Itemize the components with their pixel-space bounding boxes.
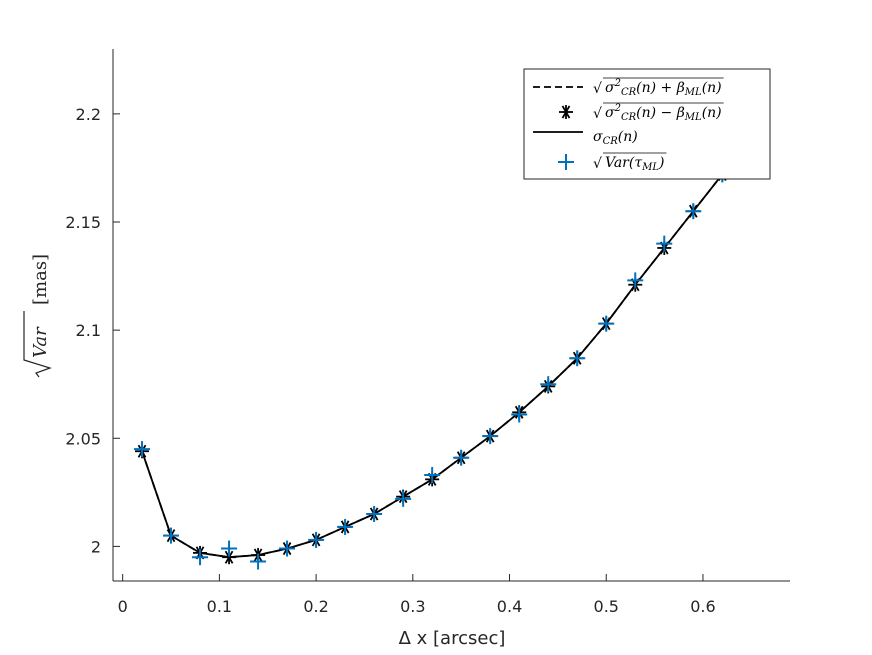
data-point-plus <box>279 540 296 557</box>
data-point-plus <box>424 467 441 484</box>
x-tick-label: 0.4 <box>497 597 522 616</box>
axes <box>112 49 790 582</box>
x-axis-title: Δ x [arcsec] <box>399 628 506 649</box>
legend-item: σCR(n) <box>533 129 638 147</box>
y-axis-title-unit: [mas] <box>30 254 51 305</box>
data-point-plus <box>192 549 209 566</box>
legend-sqrt: √ <box>593 156 602 172</box>
ticks: 0 0.1 0.2 0.3 0.4 0.5 0.6 2 2.05 2.1 2.15 2.2 <box>65 105 715 616</box>
legend-item: √ Var(τML) <box>558 152 667 173</box>
x-tick-label: 0.3 <box>400 597 425 616</box>
y-axis-title: Var [mas] <box>23 254 52 378</box>
data-point-plus <box>337 518 354 535</box>
series-line-dashed <box>141 173 724 559</box>
x-tick-label: 0 <box>118 597 128 616</box>
legend-sqrt: √ <box>593 81 602 97</box>
data-point-plus <box>627 272 644 289</box>
data-point-plus <box>308 531 325 548</box>
y-tick-label: 2.05 <box>65 429 101 448</box>
data-point-plus <box>656 235 673 252</box>
y-tick-label: 2.2 <box>76 105 101 124</box>
series-layer <box>134 166 731 570</box>
x-tick-label: 0.2 <box>303 597 328 616</box>
sqrt-symbol <box>23 311 52 378</box>
data-point-plus <box>250 553 267 570</box>
data-point-plus <box>511 406 528 423</box>
series-line-solid <box>141 173 724 559</box>
data-point-plus <box>685 203 702 220</box>
x-tick-label: 0.1 <box>207 597 232 616</box>
x-tick-label: 0.6 <box>690 597 715 616</box>
data-point-plus <box>163 527 180 544</box>
legend-swatch-plus <box>558 154 574 170</box>
legend-label: σCR(n) <box>593 129 638 147</box>
legend-item: √ σ2CR(n) − βML(n) <box>559 102 724 123</box>
data-point-plus <box>482 428 499 445</box>
data-point-plus <box>598 315 615 332</box>
legend: √ σ2CR(n) + βML(n)√ σ2CR(n) − βML(n)σCR(n)… <box>523 68 771 180</box>
data-point-plus <box>569 350 586 367</box>
y-tick-label: 2 <box>91 537 101 556</box>
y-axis-title-main: Var <box>30 326 51 358</box>
data-point-plus <box>453 449 470 466</box>
data-point-plus <box>395 490 412 507</box>
legend-swatch-asterisk <box>559 105 573 119</box>
y-tick-label: 2.1 <box>76 321 101 340</box>
legend-label: σ2CR(n) − βML(n) <box>605 103 722 123</box>
legend-sqrt: √ <box>593 106 602 122</box>
legend-item: √ σ2CR(n) + βML(n) <box>533 77 724 98</box>
legend-label: σ2CR(n) + βML(n) <box>605 78 722 98</box>
data-point-plus <box>366 505 383 522</box>
x-tick-label: 0.5 <box>594 597 619 616</box>
data-point-asterisk <box>222 550 237 565</box>
legend-label: Var(τML) <box>605 155 664 173</box>
y-tick-label: 2.15 <box>65 213 101 232</box>
data-point-plus <box>221 540 238 557</box>
data-point-plus <box>134 441 151 458</box>
data-point-plus <box>540 376 557 393</box>
